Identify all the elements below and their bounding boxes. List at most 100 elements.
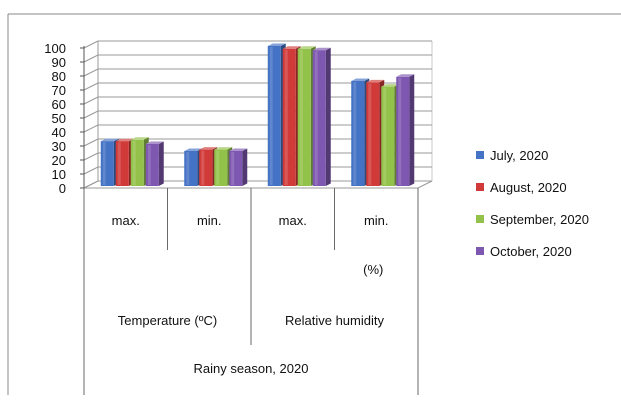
bar-front	[229, 151, 243, 186]
y-tick-label-100: 100	[44, 41, 66, 56]
bar-0-3	[145, 141, 164, 186]
bar-top	[199, 147, 218, 150]
bar-top	[297, 46, 316, 49]
bar-front	[214, 149, 228, 186]
y-tick-label-70: 70	[52, 83, 66, 98]
legend-label: September, 2020	[490, 212, 589, 227]
bar-front	[351, 81, 365, 186]
bar-top	[282, 46, 301, 49]
bar-top	[184, 148, 203, 151]
bar-front	[396, 76, 410, 186]
bar-highlight	[269, 47, 273, 185]
bar-front	[282, 48, 296, 186]
bar-highlight	[299, 49, 303, 185]
bar-top	[130, 137, 149, 140]
y-tick-label-40: 40	[52, 125, 66, 140]
bar-front	[100, 141, 114, 186]
category-layer: max. min. max. min. (%) Temperature (ºC) Relat…	[83, 188, 419, 395]
bar-side	[242, 148, 248, 186]
legend-layer: July, 2020 August, 2020 September, 2020 Oct…	[476, 148, 589, 259]
y-tick-label-30: 30	[52, 139, 66, 154]
legend-item-3: October, 2020	[476, 244, 572, 259]
gridline-side-20	[83, 152, 99, 161]
bar-side	[409, 74, 415, 186]
bar-top	[214, 147, 233, 150]
legend-swatch	[476, 183, 484, 191]
bar-front	[115, 141, 129, 186]
bar-side	[325, 47, 331, 187]
bar-3-3	[396, 74, 415, 186]
gridline-side-30	[83, 138, 99, 147]
bar-highlight	[368, 83, 372, 185]
gridline-side-100	[83, 40, 99, 49]
bar-front	[199, 149, 213, 186]
bar-top	[115, 138, 134, 142]
bar-1-1	[199, 147, 218, 186]
gridline-side-50	[83, 110, 99, 119]
legend-label: October, 2020	[490, 244, 572, 259]
bar-highlight	[132, 140, 136, 185]
bar-front	[297, 48, 311, 186]
bar-top	[351, 78, 370, 81]
bar-top	[100, 138, 119, 142]
bar-top	[312, 47, 331, 51]
legend-label: July, 2020	[490, 148, 548, 163]
y-tick-label-60: 60	[52, 97, 66, 112]
bar-front	[145, 144, 159, 186]
bar-side	[158, 141, 164, 186]
bar-top	[366, 79, 385, 83]
bar-highlight	[102, 142, 106, 185]
legend-label: August, 2020	[490, 180, 567, 195]
bar-2-3	[312, 47, 331, 187]
bar-top	[267, 43, 286, 46]
legend-item-0: July, 2020	[476, 148, 548, 163]
gridline-side-60	[83, 96, 99, 105]
bar-highlight	[186, 152, 190, 185]
bar-1-3	[229, 148, 248, 186]
bar-front	[184, 151, 198, 186]
legend-swatch	[476, 247, 484, 255]
legend-item-1: August, 2020	[476, 180, 567, 195]
bar-front	[312, 50, 326, 187]
y-tick-label-90: 90	[52, 55, 66, 70]
legend-item-2: September, 2020	[476, 212, 589, 227]
bar-highlight	[383, 87, 387, 185]
bar-front	[267, 46, 281, 186]
bar-top	[229, 148, 248, 151]
category-label-0: max.	[112, 213, 140, 228]
y-tick-label-10: 10	[52, 167, 66, 182]
category-label-1: min.	[197, 213, 222, 228]
bar-layer	[100, 43, 415, 187]
group-label-0: Temperature (ºC)	[118, 313, 217, 328]
y-tick-label-50: 50	[52, 111, 66, 126]
bar-highlight	[216, 150, 220, 185]
bar-front	[381, 86, 395, 186]
bar-front	[130, 139, 144, 186]
bar-front	[366, 82, 380, 186]
gridline-side-10	[83, 166, 99, 175]
category-label-3: min.	[364, 213, 389, 228]
bar-top	[381, 84, 400, 87]
gridline-side-70	[83, 82, 99, 91]
gridline-side-90	[83, 54, 99, 63]
group-label-1: Relative humidity	[285, 313, 384, 328]
bar-highlight	[231, 152, 235, 185]
season-label: Rainy season, 2020	[194, 361, 309, 376]
gridline-side-80	[83, 68, 99, 77]
y-tick-label-0: 0	[59, 181, 66, 196]
bar-highlight	[314, 51, 318, 186]
bar-top	[145, 141, 164, 144]
y-tick-label-20: 20	[52, 153, 66, 168]
category-label-2: max.	[279, 213, 307, 228]
bar-highlight	[353, 82, 357, 185]
bar-highlight	[398, 77, 402, 185]
bar-highlight	[284, 49, 288, 185]
bar-top	[396, 74, 415, 77]
category-annotation: (%)	[363, 262, 383, 277]
bar-highlight	[201, 150, 205, 185]
bar-highlight	[147, 145, 151, 185]
chart-floor	[83, 180, 433, 189]
